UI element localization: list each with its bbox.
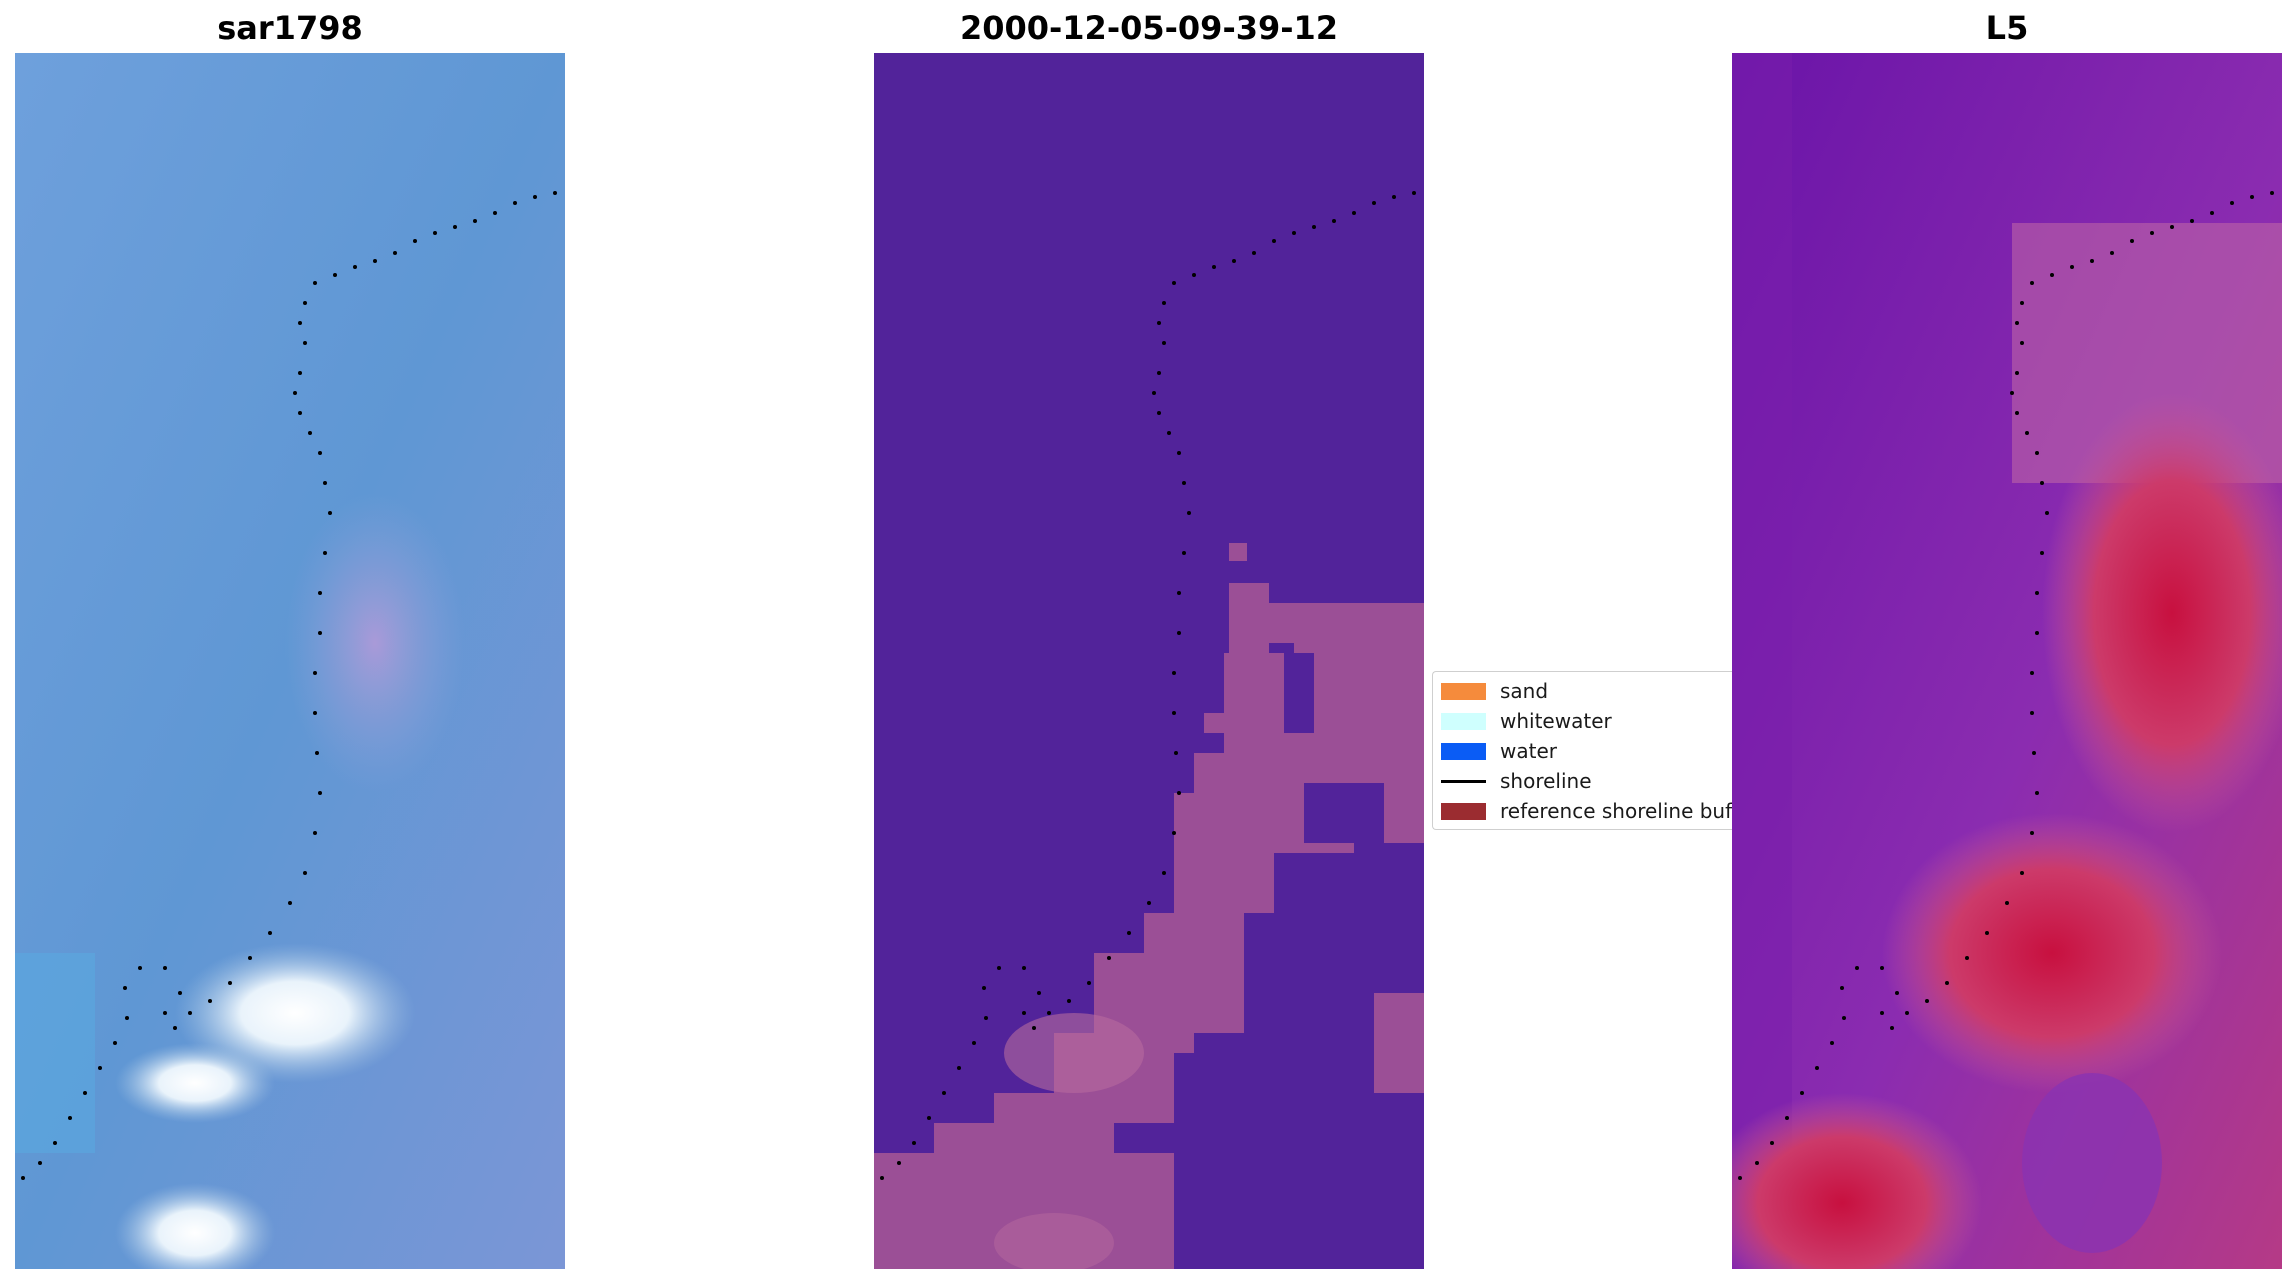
panel-title: L5 xyxy=(1985,9,2029,47)
shoreline-dots xyxy=(1738,191,2274,1180)
panel-title: 2000-12-05-09-39-12 xyxy=(959,9,1339,47)
legend-label: reference shoreline buffer xyxy=(1500,799,1733,823)
panel-l5: L5 xyxy=(1732,0,2282,1283)
legend-item-whitewater: whitewater xyxy=(1433,706,1733,736)
legend-swatch xyxy=(1441,803,1486,820)
legend-item-water: water xyxy=(1433,736,1733,766)
legend-item-shoreline: shoreline xyxy=(1433,766,1733,796)
legend-item-reference-shoreline-buffer: reference shoreline buffer xyxy=(1433,796,1733,826)
panel-classification: 2000-12-05-09-39-12 xyxy=(874,0,1424,1283)
legend-swatch xyxy=(1441,743,1486,760)
legend-item-sand: sand xyxy=(1433,676,1733,706)
legend-label: water xyxy=(1500,739,1557,763)
l5-image xyxy=(1732,53,2282,1269)
panel-title: sar1798 xyxy=(217,9,363,47)
legend-swatch xyxy=(1441,713,1486,730)
shoreline-dots xyxy=(21,191,557,1180)
shoreline-dots xyxy=(880,191,1416,1180)
panel-rgb: sar1798 xyxy=(15,0,565,1283)
rgb-image xyxy=(15,53,565,1269)
classification-image xyxy=(874,53,1424,1269)
legend-label: whitewater xyxy=(1500,709,1612,733)
legend-line xyxy=(1441,780,1486,783)
legend-swatch xyxy=(1441,683,1486,700)
legend-label: sand xyxy=(1500,679,1549,703)
legend: sand whitewater water shoreline referenc… xyxy=(1432,671,1733,830)
legend-label: shoreline xyxy=(1500,769,1592,793)
